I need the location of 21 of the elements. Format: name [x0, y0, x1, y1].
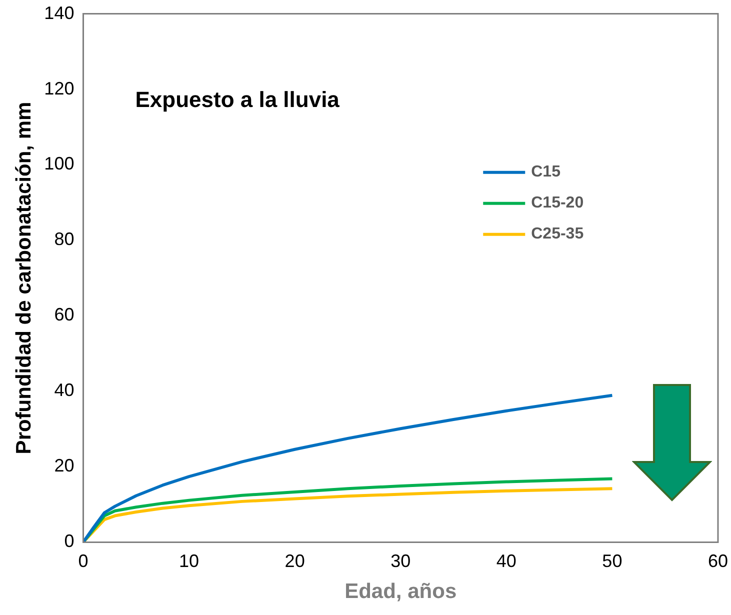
x-axis-title: Edad, años	[344, 580, 457, 604]
legend-label: C25-35	[531, 226, 584, 243]
y-axis-title: Profundidad de carbonatación, mm	[12, 102, 36, 454]
x-tick-label: 60	[708, 550, 728, 571]
y-tick-label: 80	[54, 229, 74, 250]
x-tick-label: 20	[284, 550, 305, 571]
x-tick-label: 10	[179, 550, 200, 571]
y-tick-label: 120	[44, 78, 74, 98]
annotation: Expuesto a la lluvia	[135, 86, 340, 112]
legend-label: C15	[531, 164, 561, 181]
y-tick-label: 0	[64, 531, 74, 552]
y-tick-label: 60	[54, 304, 74, 325]
y-tick-label: 100	[44, 154, 74, 174]
x-tick-label: 30	[390, 550, 411, 571]
x-tick-label: 40	[496, 550, 516, 571]
legend-label: C15-20	[531, 194, 584, 212]
x-tick-label: 0	[78, 550, 88, 571]
x-tick-label: 50	[602, 550, 622, 571]
y-tick-label: 40	[54, 380, 74, 400]
y-tick-label: 140	[44, 2, 74, 23]
y-tick-label: 20	[54, 456, 74, 476]
